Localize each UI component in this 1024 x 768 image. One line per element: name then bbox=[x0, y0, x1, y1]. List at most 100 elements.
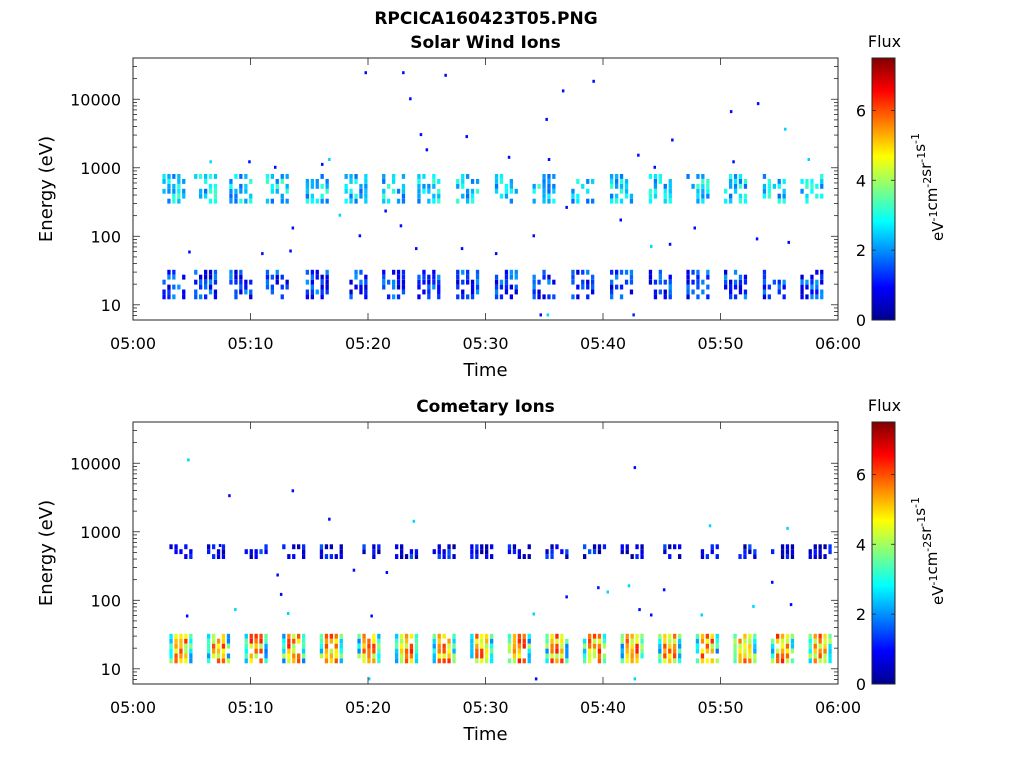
heatmap-cell bbox=[427, 188, 431, 194]
heatmap-cell bbox=[264, 638, 268, 644]
heatmap-cell bbox=[583, 648, 587, 654]
heatmap-cell bbox=[507, 638, 512, 644]
heatmap-cell bbox=[414, 648, 419, 654]
heatmap-cell bbox=[422, 183, 426, 189]
heatmap-cell bbox=[275, 269, 279, 275]
heatmap-cell bbox=[658, 179, 662, 184]
heatmap-cell bbox=[179, 658, 183, 664]
heatmap-cell bbox=[597, 544, 602, 550]
heatmap-cell bbox=[733, 284, 738, 290]
heatmap-cell bbox=[620, 648, 624, 654]
heatmap-cell bbox=[244, 289, 248, 295]
heatmap-cell bbox=[583, 544, 587, 550]
heatmap-cell bbox=[753, 554, 757, 559]
heatmap-cell bbox=[762, 289, 767, 295]
heatmap-point bbox=[419, 133, 423, 137]
heatmap-cell bbox=[377, 653, 381, 659]
heatmap-cell bbox=[547, 294, 551, 300]
heatmap-cell bbox=[265, 269, 270, 275]
heatmap-cell bbox=[280, 179, 284, 184]
heatmap-cell bbox=[748, 633, 752, 639]
x-tick-label: 05:50 bbox=[697, 334, 743, 353]
heatmap-cell bbox=[762, 284, 767, 290]
heatmap-cell bbox=[813, 549, 817, 555]
heatmap-cell bbox=[362, 653, 366, 659]
heatmap-cell bbox=[695, 638, 700, 644]
heatmap-cell bbox=[560, 638, 564, 644]
heatmap-cell bbox=[265, 179, 270, 184]
heatmap-cell bbox=[320, 183, 324, 189]
heatmap-cell bbox=[624, 179, 629, 184]
heatmap-cell bbox=[767, 179, 771, 184]
heatmap-cell bbox=[753, 549, 757, 555]
heatmap-cell bbox=[182, 274, 186, 280]
heatmap-cell bbox=[733, 269, 738, 275]
heatmap-cell bbox=[189, 638, 193, 644]
heatmap-cell bbox=[372, 658, 376, 664]
heatmap-cell bbox=[815, 279, 819, 285]
heatmap-cell bbox=[282, 653, 286, 659]
heatmap-cell bbox=[456, 183, 460, 189]
heatmap-cell bbox=[512, 648, 517, 654]
heatmap-cell bbox=[287, 643, 291, 649]
heatmap-cell bbox=[550, 658, 554, 664]
heatmap-point bbox=[188, 250, 191, 254]
heatmap-cell bbox=[552, 188, 556, 194]
heatmap-cell bbox=[753, 633, 757, 639]
heatmap-cell bbox=[494, 174, 499, 179]
heatmap-cell bbox=[777, 183, 781, 189]
heatmap-cell bbox=[700, 554, 705, 559]
heatmap-cell bbox=[427, 279, 431, 285]
heatmap-cell bbox=[287, 633, 291, 639]
heatmap-point bbox=[368, 677, 371, 681]
heatmap-cell bbox=[470, 279, 475, 285]
heatmap-cell bbox=[663, 653, 667, 659]
heatmap-cell bbox=[615, 269, 619, 275]
heatmap-cell bbox=[310, 294, 314, 300]
heatmap-cell bbox=[377, 658, 381, 664]
heatmap-cell bbox=[275, 183, 279, 189]
heatmap-cell bbox=[828, 648, 832, 654]
heatmap-cell bbox=[640, 554, 644, 559]
heatmap-cell bbox=[452, 648, 456, 654]
colorbar-tick-label: 6 bbox=[856, 101, 866, 120]
heatmap-cell bbox=[748, 544, 752, 550]
heatmap-cell bbox=[581, 183, 585, 189]
heatmap-cell bbox=[204, 269, 208, 275]
heatmap-cell bbox=[586, 279, 590, 285]
heatmap-cell bbox=[297, 638, 301, 644]
heatmap-cell bbox=[377, 648, 381, 654]
heatmap-cell bbox=[813, 653, 817, 659]
heatmap-cell bbox=[162, 179, 166, 184]
heatmap-cell bbox=[509, 183, 513, 189]
heatmap-cell bbox=[571, 193, 575, 199]
heatmap-cell bbox=[320, 274, 324, 280]
heatmap-cell bbox=[619, 269, 624, 275]
heatmap-cell bbox=[805, 179, 809, 184]
heatmap-cell bbox=[785, 638, 790, 644]
heatmap-point bbox=[789, 603, 793, 607]
heatmap-cell bbox=[334, 658, 338, 664]
heatmap-cell bbox=[285, 198, 289, 204]
heatmap-cell bbox=[249, 638, 253, 644]
x-tick-label: 05:50 bbox=[697, 698, 743, 717]
heatmap-cell bbox=[527, 648, 531, 654]
heatmap-cell bbox=[706, 188, 710, 194]
heatmap-cell bbox=[305, 179, 309, 184]
heatmap-cell bbox=[216, 648, 221, 654]
heatmap-cell bbox=[387, 198, 391, 204]
heatmap-cell bbox=[162, 188, 166, 194]
heatmap-cell bbox=[310, 183, 314, 189]
heatmap-cell bbox=[302, 648, 306, 654]
heatmap-cell bbox=[437, 289, 441, 295]
heatmap-cell bbox=[213, 198, 218, 204]
heatmap-cell bbox=[658, 269, 662, 275]
heatmap-cell bbox=[818, 633, 822, 639]
heatmap-cell bbox=[475, 554, 479, 559]
heatmap-cell bbox=[480, 653, 484, 659]
colorbar bbox=[871, 421, 896, 685]
heatmap-cell bbox=[619, 183, 624, 189]
heatmap-cell bbox=[292, 648, 296, 654]
heatmap-cell bbox=[480, 544, 484, 550]
heatmap-cell bbox=[494, 289, 499, 295]
